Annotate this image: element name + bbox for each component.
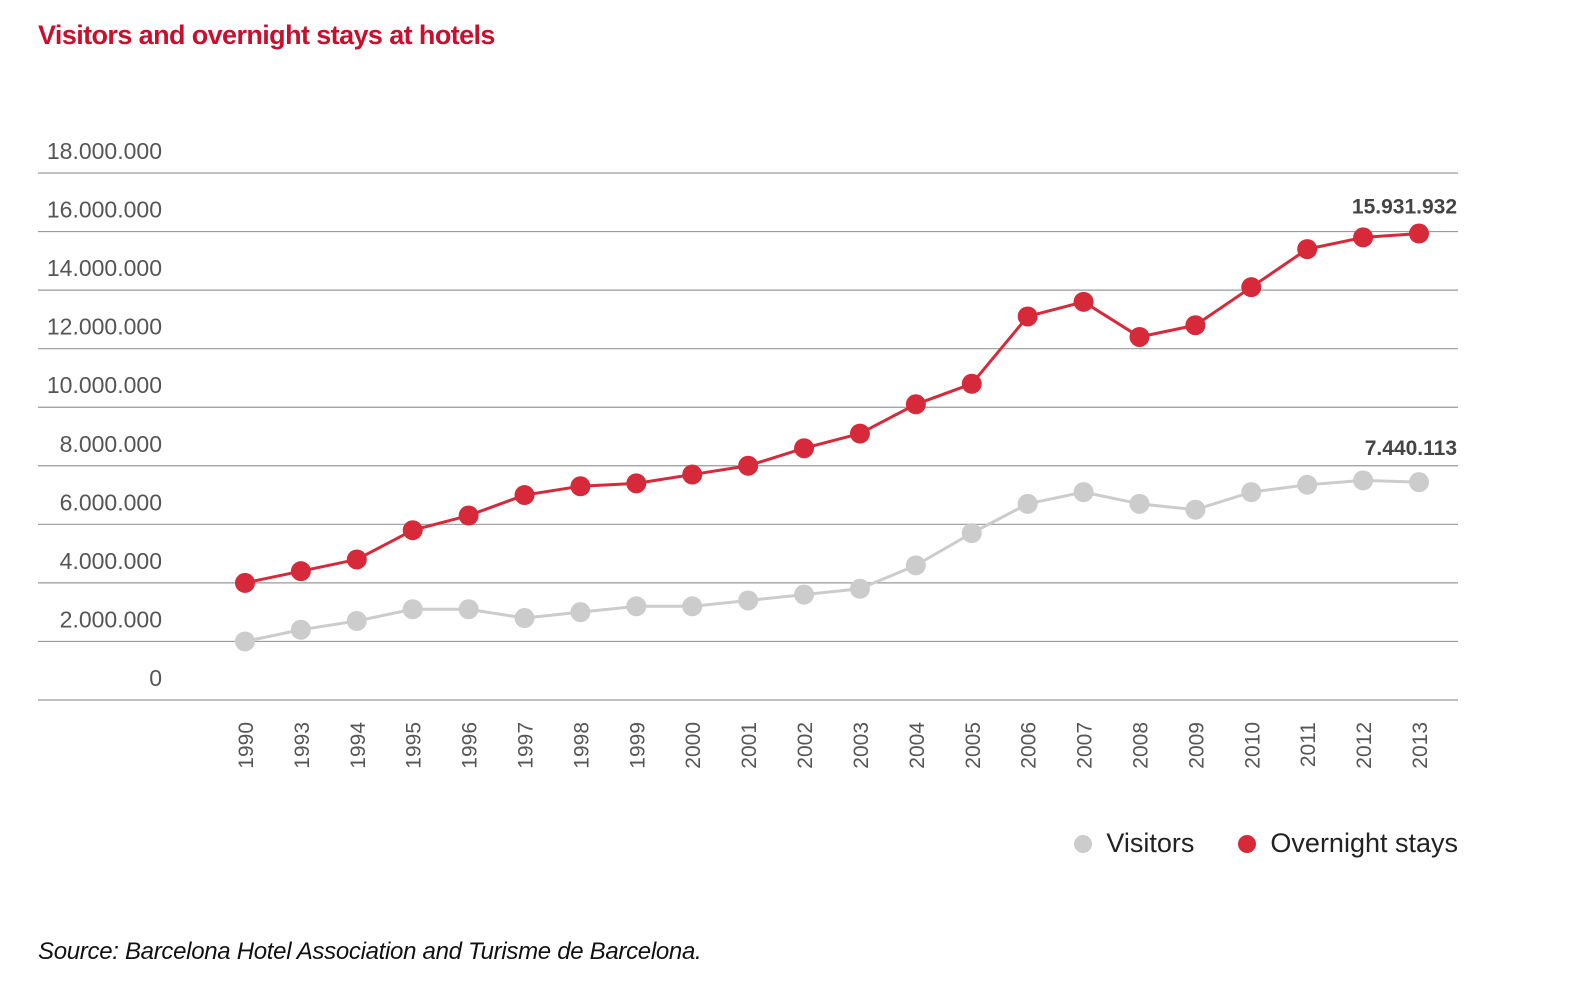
y-tick-label: 10.000.000 <box>47 372 162 398</box>
legend-overnight-label: Overnight stays <box>1270 828 1458 858</box>
x-tick-label: 1990 <box>235 722 258 769</box>
visitors-point[interactable] <box>961 523 982 544</box>
legend-item-visitors[interactable]: Visitors <box>1074 828 1194 859</box>
visitors-point[interactable] <box>1129 493 1150 514</box>
x-tick-label: 1994 <box>347 722 370 769</box>
visitors-point[interactable] <box>1185 499 1206 520</box>
visitors-point[interactable] <box>682 596 703 617</box>
visitors-point[interactable] <box>1017 493 1038 514</box>
legend-overnight-marker <box>1238 834 1257 853</box>
x-tick-label: 1996 <box>459 722 482 769</box>
overnight-stays-point[interactable] <box>1073 291 1094 312</box>
x-tick-label: 2004 <box>906 722 929 769</box>
x-tick-label: 1997 <box>515 722 538 769</box>
overnight-stays-end-label: 15.931.932 <box>1352 196 1457 219</box>
overnight-stays-point[interactable] <box>849 423 870 444</box>
x-tick-label: 1995 <box>403 722 426 769</box>
visitors-point[interactable] <box>514 608 535 629</box>
visitors-point[interactable] <box>570 602 591 623</box>
visitors-point[interactable] <box>626 596 647 617</box>
overnight-stays-point[interactable] <box>794 438 815 459</box>
x-tick-label: 2003 <box>850 722 873 769</box>
data-labels: 7.440.113 15.931.932 <box>1352 196 1457 461</box>
overnight-stays-point[interactable] <box>1129 326 1150 347</box>
legend-item-overnight-stays[interactable]: Overnight stays <box>1238 828 1458 859</box>
visitors-point[interactable] <box>1241 482 1262 503</box>
x-tick-label: 2005 <box>962 722 985 769</box>
x-tick-label: 2011 <box>1297 722 1320 767</box>
y-tick-label: 18.000.000 <box>47 138 162 164</box>
grid-lines <box>38 172 1458 701</box>
visitors-point[interactable] <box>290 619 311 640</box>
legend-visitors-marker <box>1074 834 1093 853</box>
y-tick-label: 2.000.000 <box>60 606 162 632</box>
y-tick-label: 4.000.000 <box>60 548 162 574</box>
x-tick-label: 2008 <box>1129 722 1152 769</box>
x-tick-label: 2002 <box>794 722 817 769</box>
overnight-stays-point[interactable] <box>738 455 759 476</box>
overnight-stays-point[interactable] <box>290 561 311 582</box>
overnight-stays-point[interactable] <box>626 473 647 494</box>
chart-title: Visitors and overnight stays at hotels <box>38 20 495 50</box>
visitors-point[interactable] <box>235 631 255 652</box>
overnight-stays-point[interactable] <box>1185 315 1206 336</box>
overnight-stays-point[interactable] <box>458 505 479 526</box>
visitors-point[interactable] <box>1353 470 1374 491</box>
x-tick-label: 1999 <box>626 722 649 769</box>
overnight-stays-point[interactable] <box>346 549 367 570</box>
x-axis-ticks: 1990 1993 1994 1995 1996 1997 1998 1999 2000 2001… <box>235 722 1432 769</box>
overnight-stays-point[interactable] <box>1017 306 1038 327</box>
x-tick-label: 2001 <box>738 722 761 769</box>
visitors-point[interactable] <box>905 555 926 576</box>
x-tick-label: 2013 <box>1409 722 1432 769</box>
y-axis-ticks: 0 2.000.000 4.000.000 6.000.000 8.000.000 10.… <box>47 138 162 691</box>
visitors-point[interactable] <box>849 578 870 599</box>
overnight-stays-point[interactable] <box>514 485 535 506</box>
visitors-point[interactable] <box>1073 482 1094 503</box>
visitors-point[interactable] <box>794 584 815 605</box>
overnight-stays-line <box>244 232 1420 585</box>
y-tick-label: 6.000.000 <box>60 489 162 515</box>
visitors-point[interactable] <box>346 610 367 631</box>
x-tick-label: 2009 <box>1185 722 1208 769</box>
overnight-stays-point[interactable] <box>905 394 926 415</box>
x-tick-label: 2000 <box>682 722 705 769</box>
legend-visitors-label: Visitors <box>1106 828 1195 858</box>
overnight-stays-point[interactable] <box>1241 277 1262 298</box>
x-tick-label: 1993 <box>291 722 314 769</box>
x-tick-label: 2010 <box>1241 722 1264 769</box>
x-tick-label: 2012 <box>1353 722 1376 769</box>
source-note: Source: Barcelona Hotel Association and … <box>38 938 702 965</box>
visitors-point[interactable] <box>738 590 759 611</box>
series-layer <box>235 223 1429 652</box>
y-tick-label: 14.000.000 <box>47 255 162 281</box>
overnight-stays-point[interactable] <box>961 373 982 394</box>
x-tick-label: 2006 <box>1018 722 1041 769</box>
visitors-point[interactable] <box>1297 474 1318 495</box>
y-tick-label: 12.000.000 <box>47 314 162 340</box>
visitors-end-label: 7.440.113 <box>1365 437 1457 460</box>
x-tick-label: 2007 <box>1074 722 1097 769</box>
overnight-stays-point[interactable] <box>1297 239 1318 260</box>
x-tick-label: 1998 <box>570 722 593 769</box>
visitors-point[interactable] <box>402 599 423 620</box>
overnight-stays-point[interactable] <box>682 464 703 485</box>
overnight-stays-point[interactable] <box>235 572 255 593</box>
overnight-stays-point[interactable] <box>570 476 591 497</box>
overnight-stays-point[interactable] <box>1409 223 1429 244</box>
overnight-stays-point[interactable] <box>1353 227 1374 248</box>
visitors-point[interactable] <box>458 599 479 620</box>
legend: Visitors Overnight stays <box>1030 828 1458 859</box>
visitors-line <box>244 478 1420 643</box>
y-tick-label: 0 <box>149 665 162 691</box>
visitors-point[interactable] <box>1409 472 1429 493</box>
y-tick-label: 16.000.000 <box>47 197 162 223</box>
overnight-stays-point[interactable] <box>402 520 423 541</box>
y-tick-label: 8.000.000 <box>60 431 162 457</box>
